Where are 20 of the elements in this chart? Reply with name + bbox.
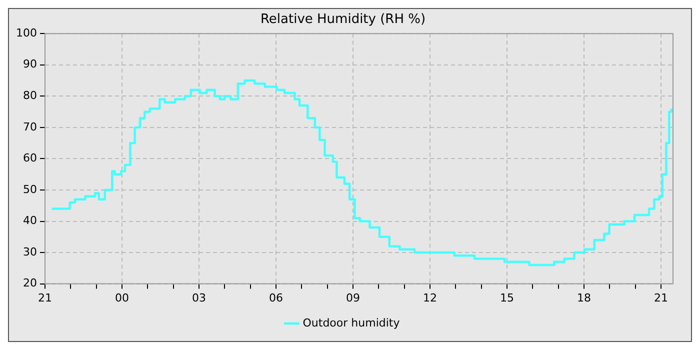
legend-label: Outdoor humidity — [302, 316, 400, 330]
y-tick-label: 30 — [22, 245, 37, 258]
y-tick-label: 80 — [22, 89, 37, 102]
y-tick-label: 20 — [22, 276, 37, 290]
x-tick-label: 15 — [500, 291, 514, 304]
x-tick-label: 18 — [577, 291, 592, 304]
y-tick-label: 40 — [22, 214, 37, 228]
x-tick-label: 06 — [269, 291, 284, 304]
x-tick-label: 21 — [38, 291, 52, 304]
x-tick-label: 12 — [423, 291, 438, 304]
y-tick-label: 100 — [16, 26, 37, 40]
y-tick-label: 50 — [22, 182, 37, 196]
y-tick-label: 70 — [22, 120, 37, 134]
x-tick-label: 09 — [346, 291, 360, 304]
y-tick-label: 60 — [22, 152, 37, 165]
y-tick-label: 90 — [22, 58, 37, 71]
x-tick-label: 21 — [654, 291, 668, 304]
chart-title: Relative Humidity (RH %) — [260, 12, 426, 28]
x-tick-label: 03 — [192, 291, 206, 304]
x-tick-label: 00 — [115, 291, 129, 304]
